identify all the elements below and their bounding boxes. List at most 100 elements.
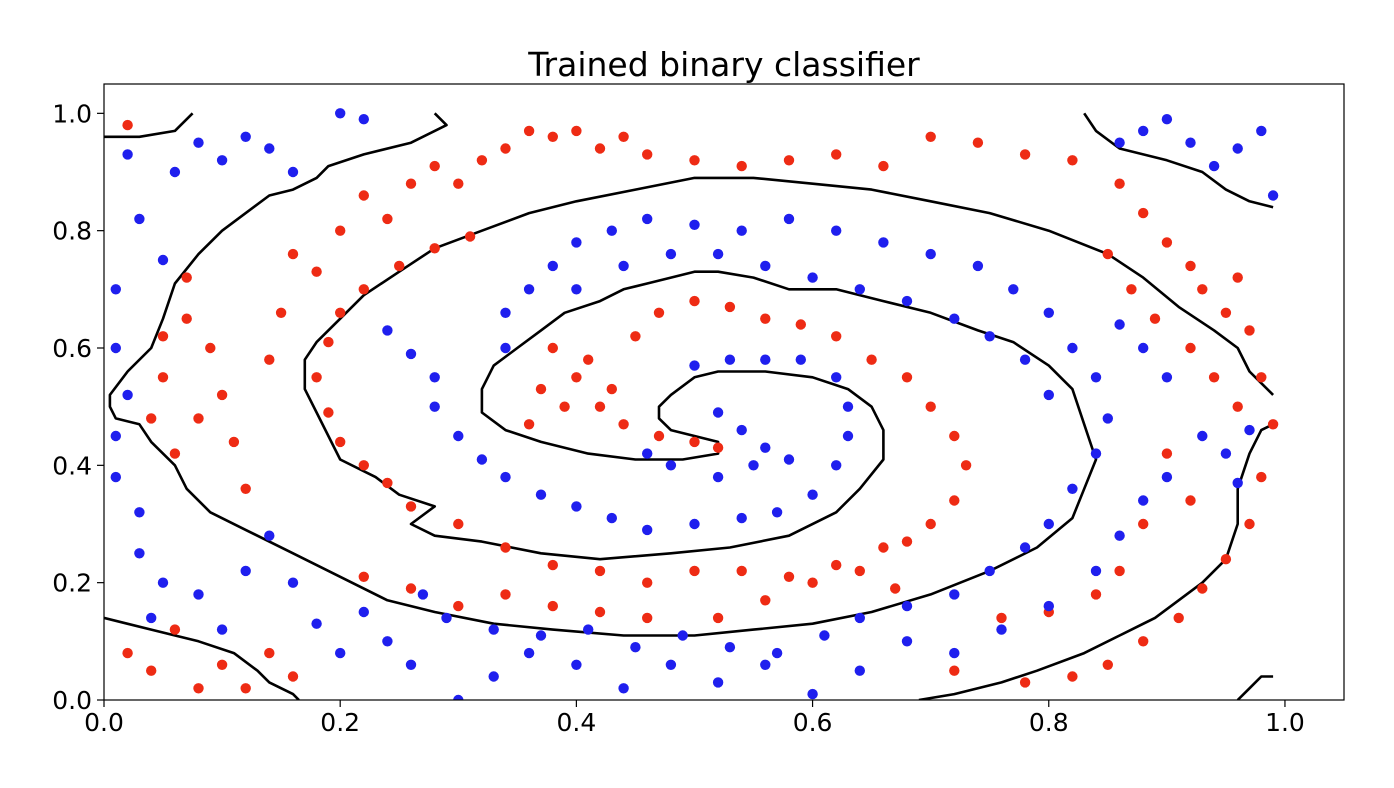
point-class-0-109 (1185, 495, 1196, 506)
point-class-1-140 (1138, 342, 1149, 354)
point-class-1-138 (1019, 354, 1031, 365)
point-class-0-138 (807, 577, 818, 588)
point-class-0-117 (169, 624, 181, 635)
point-class-1-112 (1043, 518, 1055, 530)
point-class-1-113 (1019, 542, 1031, 553)
point-class-1-37 (760, 659, 771, 670)
point-class-0-39 (1232, 272, 1243, 283)
point-class-1-119 (771, 647, 783, 659)
point-class-0-74 (594, 565, 606, 577)
point-class-0-13 (405, 178, 417, 189)
point-class-0-94 (653, 430, 665, 442)
point-class-1-133 (807, 272, 818, 283)
point-class-1-72 (736, 512, 747, 524)
x-tick-label-3: 0.6 (793, 708, 833, 737)
boundary-line-0 (104, 112, 194, 139)
point-class-0-66 (925, 518, 936, 530)
point-class-0-121 (264, 647, 275, 659)
point-class-1-126 (441, 612, 452, 624)
point-class-1-43 (1043, 600, 1055, 612)
point-class-1-56 (1208, 160, 1220, 172)
point-class-1-47 (1161, 471, 1173, 483)
point-class-0-3 (216, 389, 228, 401)
point-class-1-35 (665, 659, 677, 670)
point-class-0-50 (1067, 671, 1078, 682)
point-class-0-29 (925, 131, 936, 142)
point-class-0-127 (157, 331, 169, 342)
point-class-0-31 (1019, 149, 1031, 160)
point-class-0-21 (594, 143, 606, 154)
point-class-1-50 (1244, 424, 1255, 436)
point-class-1-62 (429, 372, 440, 383)
boundary-line-5 (1236, 675, 1274, 700)
point-class-1-80 (760, 354, 771, 365)
point-class-1-46 (1138, 495, 1149, 506)
point-class-1-134 (854, 284, 865, 295)
point-class-0-107 (1232, 401, 1243, 412)
point-class-0-54 (653, 307, 665, 318)
point-class-1-132 (760, 260, 771, 272)
x-tick-label-2: 0.4 (556, 708, 596, 737)
point-class-0-118 (193, 683, 204, 694)
point-class-0-86 (358, 284, 369, 295)
point-class-0-16 (476, 155, 488, 166)
point-class-1-120 (724, 642, 736, 653)
point-class-1-65 (476, 454, 488, 465)
point-class-1-2 (157, 254, 169, 266)
point-class-1-81 (724, 354, 736, 365)
point-class-0-89 (464, 231, 476, 242)
point-class-0-119 (216, 659, 228, 670)
point-class-0-17 (500, 143, 511, 154)
point-class-0-23 (642, 149, 653, 160)
point-class-0-8 (287, 248, 299, 260)
point-class-1-141 (1161, 372, 1173, 383)
point-class-0-104 (1149, 313, 1161, 324)
y-tick-label-3: 0.6 (52, 334, 92, 363)
point-class-0-96 (712, 442, 724, 453)
y-tick-label-2: 0.4 (52, 451, 92, 480)
point-class-1-77 (842, 401, 854, 412)
point-class-0-75 (547, 559, 558, 571)
point-class-0-110 (1138, 518, 1149, 530)
boundary-line-2 (104, 616, 300, 700)
point-class-1-34 (618, 683, 629, 694)
point-class-1-110 (1090, 448, 1102, 459)
point-class-1-93 (523, 284, 535, 295)
decision-boundary (104, 112, 1275, 700)
point-class-0-129 (358, 571, 369, 582)
point-class-1-123 (583, 624, 594, 635)
point-class-1-54 (1161, 114, 1173, 125)
point-class-1-60 (382, 325, 393, 336)
point-class-0-103 (1126, 284, 1137, 295)
point-class-0-134 (594, 606, 606, 618)
point-class-0-15 (453, 178, 464, 189)
point-class-0-100 (535, 383, 547, 395)
point-class-1-97 (642, 213, 653, 225)
point-class-1-76 (842, 430, 854, 442)
point-class-1-135 (901, 295, 913, 307)
point-class-1-26 (335, 647, 346, 659)
point-class-1-111 (1067, 483, 1078, 494)
point-class-1-51 (1232, 477, 1243, 489)
point-class-0-93 (618, 419, 629, 430)
point-class-0-122 (287, 671, 299, 682)
point-class-1-99 (736, 225, 747, 236)
point-class-1-15 (110, 471, 122, 483)
point-class-0-36 (1185, 260, 1196, 272)
point-class-0-67 (901, 536, 913, 547)
point-class-0-128 (181, 313, 192, 324)
point-class-1-38 (807, 688, 818, 700)
point-class-1-57 (1232, 143, 1243, 154)
point-class-1-64 (453, 430, 464, 442)
x-tick-label-0: 0.0 (84, 708, 124, 737)
point-class-1-30 (453, 694, 464, 700)
point-class-1-12 (110, 342, 122, 354)
point-class-0-101 (523, 419, 535, 430)
boundary-line-1 (108, 112, 1275, 637)
point-class-0-88 (429, 243, 440, 254)
point-class-1-75 (831, 460, 842, 471)
point-class-0-2 (205, 342, 216, 354)
point-class-0-11 (358, 190, 369, 201)
point-class-1-25 (311, 618, 322, 629)
point-class-1-84 (736, 424, 747, 436)
